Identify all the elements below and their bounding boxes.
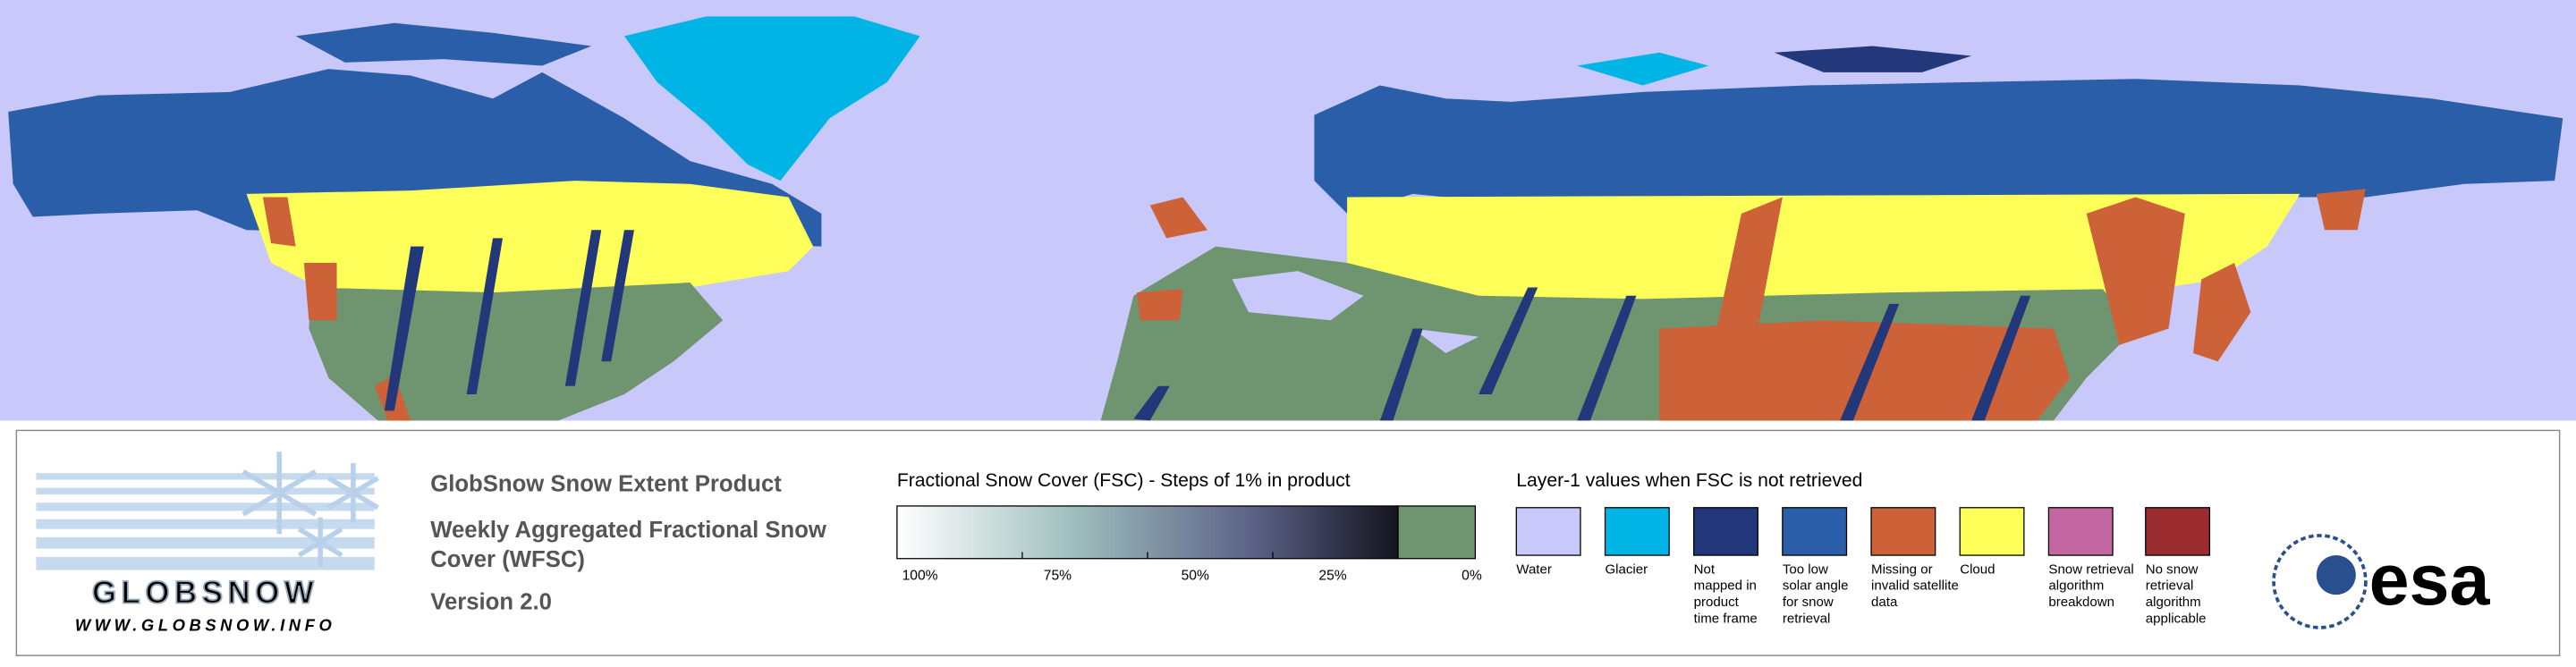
arctic-islands — [295, 22, 592, 66]
product-version: Version 2.0 — [430, 590, 552, 615]
layer1-label: time frame — [1694, 611, 1758, 626]
fsc-gradient — [896, 505, 1399, 560]
layer1-label: No snow — [2146, 561, 2199, 577]
esa-ring — [2272, 534, 2368, 629]
stripe — [36, 487, 375, 495]
layer1-label: Too low — [1783, 561, 1828, 577]
logo-stripes — [36, 473, 375, 570]
north-america-not-mapped — [384, 230, 634, 411]
layer1-label: applicable — [2146, 611, 2207, 626]
esa-dot — [2316, 555, 2356, 595]
logo-url: WWW.GLOBSNOW.INFO — [75, 616, 335, 635]
layer1-swatch — [1693, 507, 1758, 556]
mediterranean — [1232, 271, 1479, 354]
fsc-ticks: 100% 75% 50% 25% 0% — [902, 552, 1482, 584]
north-america-cloud — [246, 181, 814, 296]
snowflake — [242, 452, 318, 535]
snowflake — [297, 517, 343, 567]
snowflake — [326, 463, 379, 523]
layer1-label: Glacier — [1605, 561, 1648, 577]
layer1-swatch — [1604, 507, 1670, 556]
logo-name: GLOBSNOW — [92, 575, 318, 610]
eurasia-low-sun — [1314, 79, 2563, 214]
layer1-label: retrieval — [2146, 578, 2194, 594]
eurasia-missing — [1137, 189, 2366, 421]
arctic-not-mapped — [1774, 46, 1972, 72]
fsc-title: Fractional Snow Cover (FSC) - Steps of 1… — [897, 470, 1351, 491]
layer1-label: invalid satellite — [1871, 578, 1959, 594]
product-title: GlobSnow Snow Extent Product — [430, 471, 782, 496]
layer1-label: Cloud — [1960, 561, 1995, 577]
north-america-snow-free — [309, 283, 724, 421]
layer1-label: breakdown — [2048, 595, 2114, 610]
layer1-label: product — [1694, 595, 1740, 610]
layer1-swatch — [1515, 507, 1581, 556]
layer1-label: Snow retrieval — [2048, 561, 2133, 577]
fsc-tick-label: 25% — [1318, 569, 1346, 584]
layer1-label: mapped in — [1694, 578, 1757, 594]
globsnow-logo: GLOBSNOW WWW.GLOBSNOW.INFO — [36, 452, 379, 635]
stripe — [36, 536, 375, 549]
stripe — [36, 473, 375, 480]
esa-wordmark: esa — [2369, 540, 2491, 621]
fsc-tick-label: 0% — [1462, 569, 1482, 584]
snowflakes — [242, 452, 379, 567]
layer1-label: Water — [1516, 561, 1552, 577]
fsc-zero-swatch — [1397, 505, 1477, 560]
fsc-tick-label: 75% — [1044, 569, 1072, 584]
layer1-label: Missing or — [1871, 561, 1933, 577]
layer1-swatch — [1870, 507, 1936, 556]
layer1-label: solar angle — [1783, 578, 1849, 594]
layer1-label: algorithm — [2146, 595, 2201, 610]
layer1-label: Not — [1694, 561, 1716, 577]
greenland-glacier — [623, 16, 920, 182]
product-subtitle: Cover (WFSC) — [430, 547, 585, 572]
product-subtitle: Weekly Aggregated Fractional Snow — [430, 518, 827, 543]
novaya-zemlya-glacier — [1577, 52, 1709, 86]
fsc-tick-label: 50% — [1182, 569, 1209, 584]
layer1-label: retrieval — [1783, 611, 1831, 626]
eurasia-cloud — [1347, 193, 2301, 313]
esa-logo: esa — [2272, 534, 2491, 629]
stripe — [36, 519, 375, 529]
map — [0, 0, 2576, 421]
layer1-label: data — [1871, 595, 1898, 610]
layer1-title: Layer-1 values when FSC is not retrieved — [1516, 470, 1862, 491]
layer1-swatch — [2145, 507, 2211, 556]
layer1-label: algorithm — [2048, 578, 2104, 594]
stripe — [36, 556, 375, 570]
layer1-swatch — [2047, 507, 2114, 556]
layer1-swatch — [1782, 507, 1848, 556]
stripe — [36, 502, 375, 511]
layer1-swatch — [1959, 507, 2025, 556]
layer1-label: for snow — [1783, 595, 1834, 610]
fsc-tick-label: 100% — [902, 569, 938, 584]
